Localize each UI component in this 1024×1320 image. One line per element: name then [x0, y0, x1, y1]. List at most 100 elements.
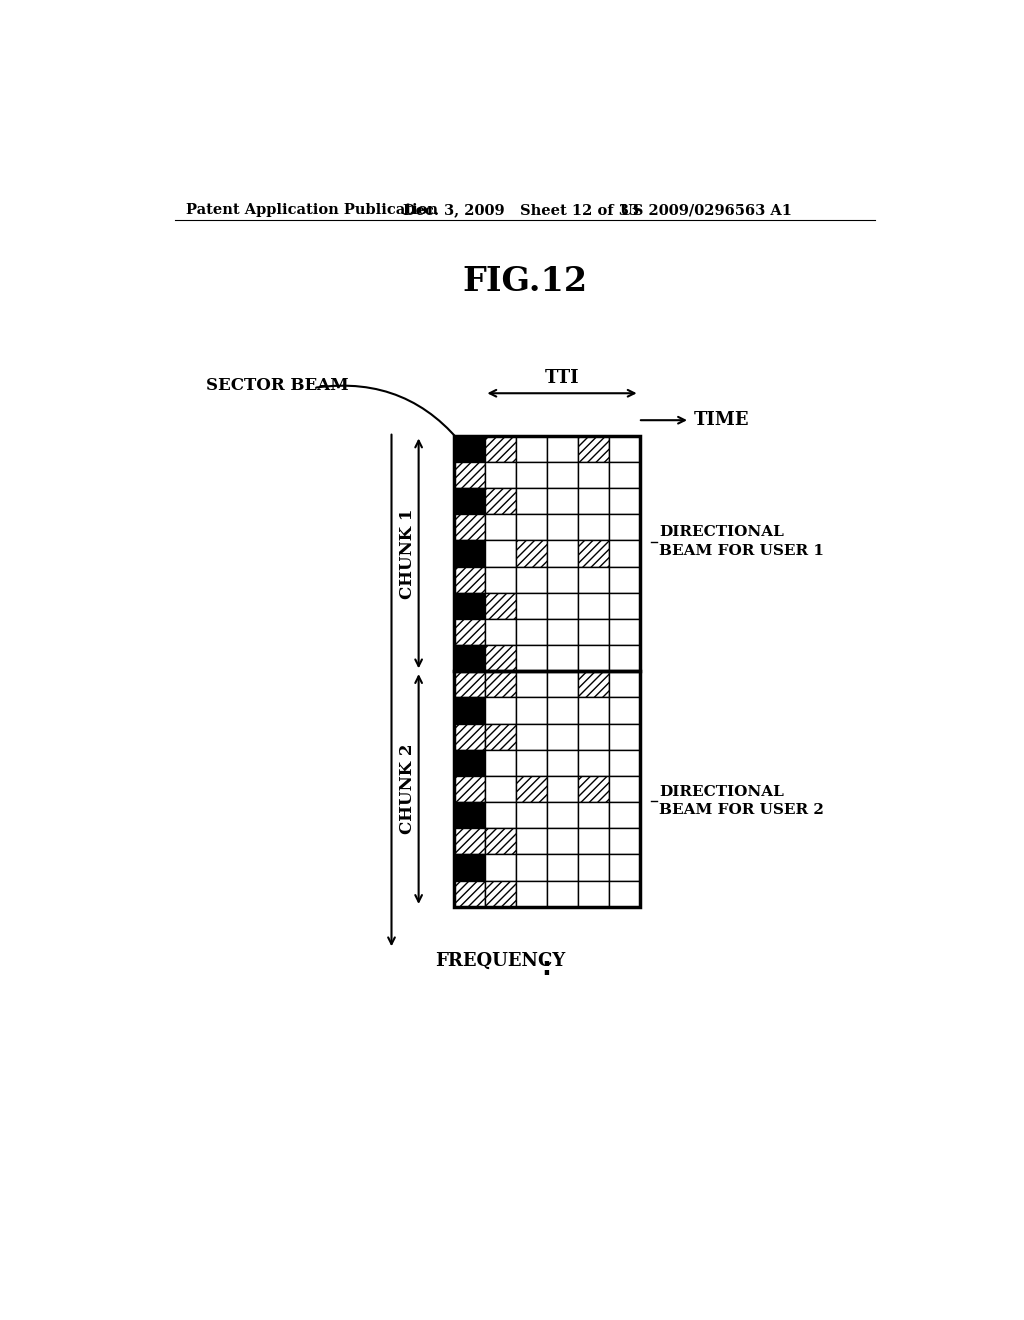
- Bar: [515, 803, 547, 829]
- Bar: [515, 750, 547, 776]
- Bar: [578, 619, 608, 645]
- Bar: [515, 566, 547, 593]
- Bar: [578, 723, 608, 750]
- Bar: [547, 436, 578, 462]
- Bar: [454, 776, 484, 803]
- Bar: [547, 645, 578, 671]
- Bar: [454, 672, 484, 697]
- Bar: [454, 880, 484, 907]
- Bar: [547, 619, 578, 645]
- Text: DIRECTIONAL
BEAM FOR USER 1: DIRECTIONAL BEAM FOR USER 1: [658, 525, 824, 558]
- Bar: [578, 776, 608, 803]
- Bar: [484, 540, 515, 566]
- Bar: [608, 880, 640, 907]
- Bar: [578, 645, 608, 671]
- Bar: [578, 854, 608, 880]
- Bar: [608, 619, 640, 645]
- Bar: [515, 436, 547, 462]
- Bar: [608, 776, 640, 803]
- Bar: [484, 672, 515, 697]
- Bar: [454, 854, 484, 880]
- Bar: [515, 515, 547, 540]
- Bar: [484, 854, 515, 880]
- Text: TTI: TTI: [545, 370, 580, 387]
- Bar: [454, 540, 484, 566]
- Bar: [578, 593, 608, 619]
- Text: US 2009/0296563 A1: US 2009/0296563 A1: [621, 203, 793, 216]
- Bar: [484, 880, 515, 907]
- Bar: [578, 515, 608, 540]
- Bar: [578, 462, 608, 488]
- Bar: [547, 803, 578, 829]
- Bar: [515, 829, 547, 854]
- Bar: [547, 723, 578, 750]
- Bar: [547, 515, 578, 540]
- Bar: [578, 488, 608, 515]
- Bar: [547, 854, 578, 880]
- Bar: [484, 776, 515, 803]
- Bar: [515, 645, 547, 671]
- Text: CHUNK 1: CHUNK 1: [399, 508, 417, 598]
- Text: FIG.12: FIG.12: [462, 265, 588, 298]
- Bar: [608, 645, 640, 671]
- Text: DIRECTIONAL
BEAM FOR USER 2: DIRECTIONAL BEAM FOR USER 2: [658, 784, 823, 817]
- Bar: [608, 672, 640, 697]
- Bar: [454, 436, 640, 671]
- Bar: [608, 829, 640, 854]
- Bar: [608, 723, 640, 750]
- Bar: [454, 645, 484, 671]
- Text: :: :: [542, 957, 552, 981]
- Bar: [484, 619, 515, 645]
- Bar: [454, 488, 484, 515]
- Bar: [578, 697, 608, 723]
- Bar: [484, 803, 515, 829]
- Bar: [547, 488, 578, 515]
- Bar: [608, 697, 640, 723]
- Bar: [484, 593, 515, 619]
- Bar: [484, 829, 515, 854]
- Bar: [547, 593, 578, 619]
- Bar: [515, 540, 547, 566]
- Bar: [484, 697, 515, 723]
- Bar: [515, 723, 547, 750]
- Bar: [484, 488, 515, 515]
- Bar: [547, 750, 578, 776]
- Bar: [515, 697, 547, 723]
- Bar: [578, 672, 608, 697]
- Bar: [484, 723, 515, 750]
- Bar: [515, 462, 547, 488]
- Bar: [515, 672, 547, 697]
- Bar: [515, 593, 547, 619]
- Bar: [484, 645, 515, 671]
- Bar: [608, 515, 640, 540]
- Bar: [454, 723, 484, 750]
- Bar: [578, 880, 608, 907]
- Bar: [608, 803, 640, 829]
- Text: FREQUENCY: FREQUENCY: [435, 952, 565, 969]
- Bar: [608, 593, 640, 619]
- Bar: [578, 829, 608, 854]
- Text: Dec. 3, 2009   Sheet 12 of 33: Dec. 3, 2009 Sheet 12 of 33: [403, 203, 639, 216]
- Bar: [454, 803, 484, 829]
- Bar: [454, 436, 484, 462]
- Bar: [484, 515, 515, 540]
- Bar: [578, 540, 608, 566]
- Bar: [484, 566, 515, 593]
- Bar: [547, 880, 578, 907]
- Bar: [454, 829, 484, 854]
- Bar: [578, 436, 608, 462]
- Bar: [547, 540, 578, 566]
- Bar: [484, 462, 515, 488]
- Bar: [547, 697, 578, 723]
- Bar: [608, 436, 640, 462]
- Bar: [454, 515, 484, 540]
- Bar: [578, 803, 608, 829]
- Bar: [547, 462, 578, 488]
- Bar: [547, 776, 578, 803]
- Bar: [608, 750, 640, 776]
- Bar: [454, 566, 484, 593]
- Bar: [454, 593, 484, 619]
- Bar: [484, 436, 515, 462]
- Bar: [454, 671, 640, 907]
- Bar: [454, 750, 484, 776]
